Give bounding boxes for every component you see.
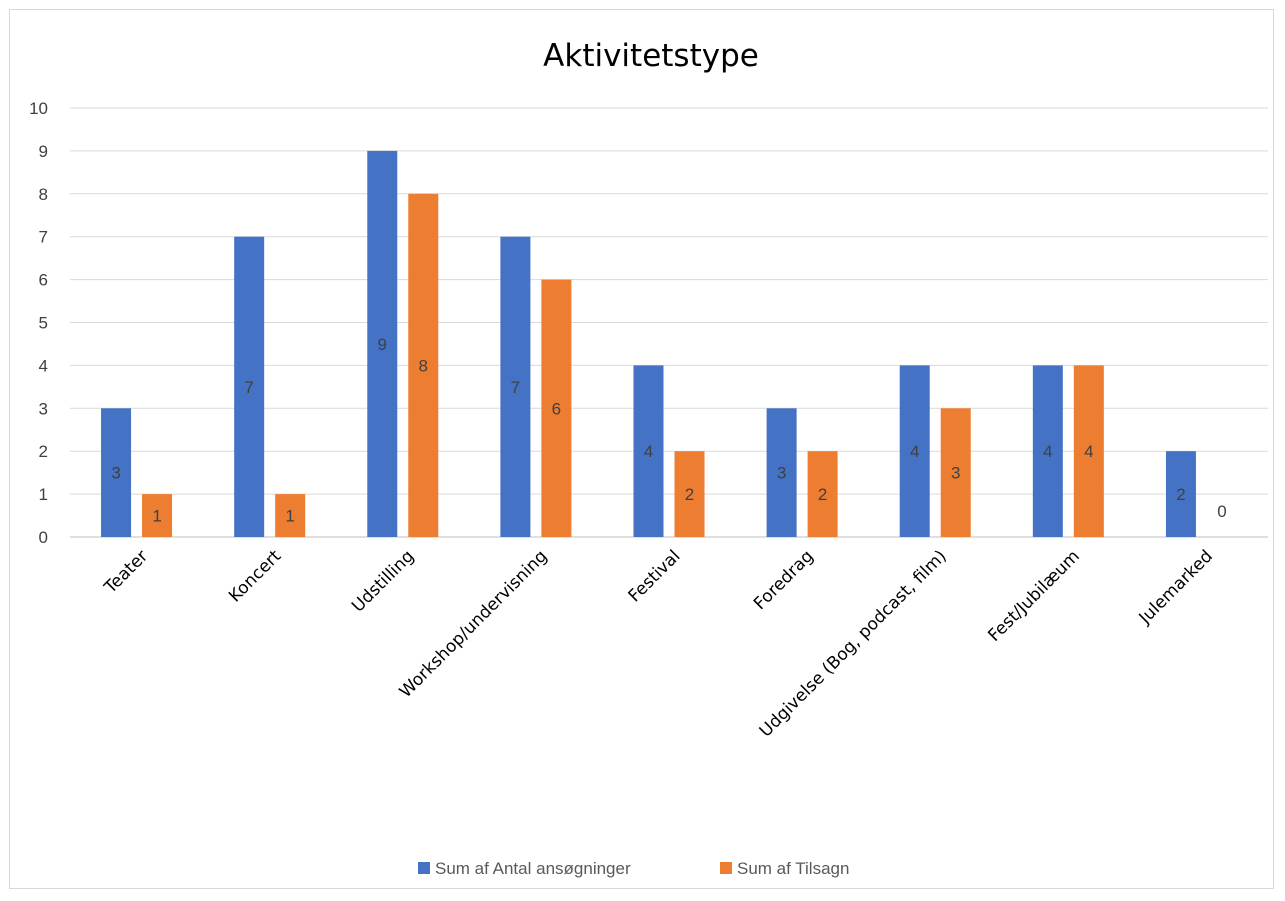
x-category-label: Teater xyxy=(100,546,152,598)
y-tick-label: 9 xyxy=(39,142,48,161)
data-label: 7 xyxy=(511,378,520,397)
data-label: 2 xyxy=(1176,485,1185,504)
x-category-label: Koncert xyxy=(225,546,285,606)
data-label: 7 xyxy=(244,378,253,397)
data-label: 2 xyxy=(818,485,827,504)
bar-ansogninger xyxy=(899,365,930,537)
data-label: 4 xyxy=(1084,442,1093,461)
data-label: 2 xyxy=(685,485,694,504)
bar-tilsagn xyxy=(807,451,838,537)
data-label: 8 xyxy=(419,356,428,375)
y-tick-label: 3 xyxy=(39,399,48,418)
x-category-label: Fest/Jubilæum xyxy=(984,546,1083,645)
y-tick-label: 10 xyxy=(29,99,48,118)
bar-ansogninger xyxy=(500,236,531,537)
data-label: 9 xyxy=(378,335,387,354)
data-label: 0 xyxy=(1217,502,1226,521)
y-tick-label: 0 xyxy=(39,528,48,547)
data-label: 3 xyxy=(951,464,960,483)
data-label: 6 xyxy=(552,399,561,418)
bar-tilsagn xyxy=(674,451,705,537)
y-tick-label: 6 xyxy=(39,271,48,290)
bar-ansogninger xyxy=(234,236,265,537)
x-category-label: Foredrag xyxy=(750,546,818,614)
bar-ansogninger xyxy=(766,408,797,537)
data-label: 4 xyxy=(910,442,919,461)
legend-swatch xyxy=(720,862,732,874)
bar-tilsagn xyxy=(275,494,306,537)
bar-tilsagn xyxy=(940,408,971,537)
bar-tilsagn xyxy=(142,494,173,537)
data-label: 3 xyxy=(111,464,120,483)
data-label: 1 xyxy=(152,507,161,526)
data-label: 1 xyxy=(285,507,294,526)
legend-label: Sum af Antal ansøgninger xyxy=(435,859,631,878)
x-category-label: Workshop/undervisning xyxy=(396,546,552,702)
bar-ansogninger xyxy=(1032,365,1063,537)
y-tick-label: 8 xyxy=(39,185,48,204)
y-tick-label: 4 xyxy=(39,356,48,375)
x-category-label: Udstilling xyxy=(348,546,418,616)
bar-tilsagn xyxy=(541,279,572,537)
bar-ansogninger xyxy=(1165,451,1196,537)
legend-swatch xyxy=(418,862,430,874)
y-tick-label: 7 xyxy=(39,228,48,247)
chart-title: Aktivitetstype xyxy=(543,38,759,74)
bar-ansogninger xyxy=(367,150,398,537)
y-tick-label: 1 xyxy=(39,485,48,504)
data-label: 3 xyxy=(777,464,786,483)
legend-label: Sum af Tilsagn xyxy=(737,859,849,878)
y-tick-label: 2 xyxy=(39,442,48,461)
data-label: 4 xyxy=(1043,442,1052,461)
y-tick-label: 5 xyxy=(39,314,48,333)
bar-ansogninger xyxy=(633,365,664,537)
bar-ansogninger xyxy=(101,408,132,537)
data-label: 4 xyxy=(644,442,653,461)
bar-tilsagn xyxy=(1073,365,1104,537)
bar-tilsagn xyxy=(408,193,439,538)
x-category-label: Festival xyxy=(625,546,685,606)
x-category-label: Julemarked xyxy=(1135,546,1217,628)
